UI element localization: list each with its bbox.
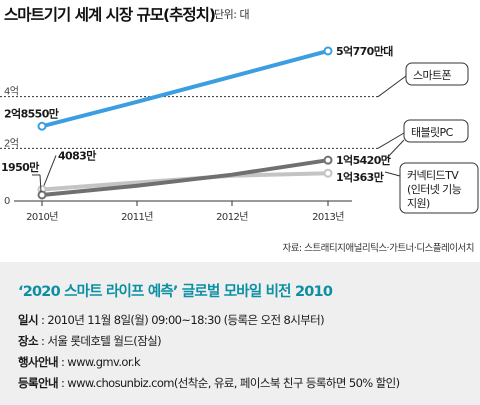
y-tick-label: 2억 — [4, 137, 18, 149]
legend-connected-tv-label: 커넥티드TV — [407, 169, 459, 182]
event-date-line: 일시 : 2010년 11월 8일(월) 09:00~18:30 (등록은 오전… — [18, 312, 325, 328]
legend-connected-tv-label: 지원) — [407, 197, 430, 210]
event-date-label: 일시 — [18, 313, 39, 327]
data-point — [323, 168, 333, 178]
x-tick-label: 2011년 — [121, 211, 153, 223]
event-title: ‘2020 스마트 라이프 예측’ 글로벌 모바일 비전 2010 — [18, 284, 333, 300]
legend-connector — [384, 171, 401, 177]
data-label: 5억770만대 — [336, 44, 393, 58]
event-register-label: 등록안내 — [18, 376, 59, 390]
data-label: 2억8550만 — [4, 106, 59, 120]
event-venue-label: 장소 — [18, 334, 39, 348]
x-tick-label: 2013년 — [312, 211, 344, 223]
chart-title: 스마트기기 세계 시장 규모(추정치) — [4, 6, 216, 24]
data-point — [323, 46, 333, 56]
x-tick-label: 2010년 — [26, 211, 58, 223]
event-date-text: : 2010년 11월 8일(월) 09:00~18:30 (등록은 오전 8시… — [37, 313, 325, 327]
event-venue-line: 장소 : 서울 롯데호텔 월드(잠실) — [18, 333, 162, 349]
y-tick-label: 0 — [4, 196, 10, 207]
legend-connector — [377, 132, 405, 149]
event-register-text: : www.chosunbiz.com(선착순, 유료, 페이스북 친구 등록하… — [57, 376, 400, 390]
data-point — [37, 190, 47, 200]
event-guide-line: 행사안내 : www.gmv.or.k — [18, 354, 141, 370]
data-label: 1950만 — [1, 160, 39, 174]
series-line-0 — [40, 48, 330, 129]
x-tick-label: 2012년 — [216, 211, 248, 223]
legend-connected-tv-box — [399, 162, 479, 214]
event-venue-text: : 서울 롯데호텔 월드(잠실) — [37, 334, 162, 348]
event-guide-label: 행사안내 — [18, 355, 59, 369]
event-info-panel: ‘2020 스마트 라이프 예측’ 글로벌 모바일 비전 2010 일시 : 2… — [0, 262, 480, 405]
unit-label: 단위: 대 — [214, 8, 250, 21]
leader-line — [39, 174, 42, 192]
line-chart: 4억 2억 0 2010년 2011년 2012년 2013년 2억8550만 5억770만대 1… — [0, 44, 479, 223]
data-label: 1억363만 — [336, 170, 384, 184]
leader-line — [43, 155, 57, 186]
legend-connector — [377, 75, 407, 98]
legend-connected-tv-label: (인터넷 기능 — [407, 183, 462, 196]
series-line-1 — [40, 158, 330, 197]
legend-tablet-label: 태블릿PC — [411, 126, 454, 139]
legend-smartphone-box — [405, 62, 469, 86]
data-point — [323, 155, 333, 165]
data-label: 1억5420만 — [336, 153, 391, 167]
data-point — [37, 121, 47, 131]
legend-tablet-box — [403, 119, 469, 143]
source-note: 자료: 스트래티지애널리틱스·가트너·디스플레이서치 — [282, 243, 474, 254]
y-tick-label: 4억 — [4, 86, 18, 98]
legend-smartphone-label: 스마트폰 — [413, 69, 452, 82]
event-register-line: 등록안내 : www.chosunbiz.com(선착순, 유료, 페이스북 친… — [18, 375, 400, 391]
event-guide-text: : www.gmv.or.k — [57, 355, 141, 369]
data-label: 4083만 — [58, 148, 96, 162]
legend-connector — [384, 139, 405, 161]
chart-panel: 4억 2억 0 2010년 2011년 2012년 2013년 2억8550만 5억770만대 1… — [0, 6, 479, 254]
